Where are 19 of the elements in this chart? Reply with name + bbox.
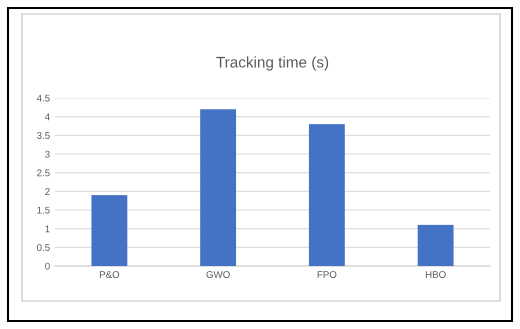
x-tick-label: P&O (100, 271, 120, 278)
x-tick-label: FPO (318, 271, 336, 278)
y-tick-label: 0 (45, 262, 50, 270)
bar (418, 224, 454, 266)
bar (308, 124, 345, 266)
bar (200, 109, 236, 266)
y-tick-label: 3 (45, 150, 50, 158)
y-tick-label: 3.5 (36, 132, 50, 139)
y-tick-label: 4 (44, 114, 50, 120)
y-tick-label: 0.5 (37, 244, 50, 251)
bar (91, 195, 128, 266)
x-tick-label: GWO (206, 271, 230, 278)
y-tick-label: 2.5 (37, 169, 50, 176)
y-tick-label: 1.5 (37, 206, 50, 214)
y-tick-label: 1 (45, 226, 50, 232)
x-tick-label: HBO (426, 271, 446, 278)
chart-title: Tracking time (s) (216, 56, 328, 71)
y-tick-label: 4.5 (36, 94, 50, 102)
y-tick-label: 2 (45, 188, 50, 195)
